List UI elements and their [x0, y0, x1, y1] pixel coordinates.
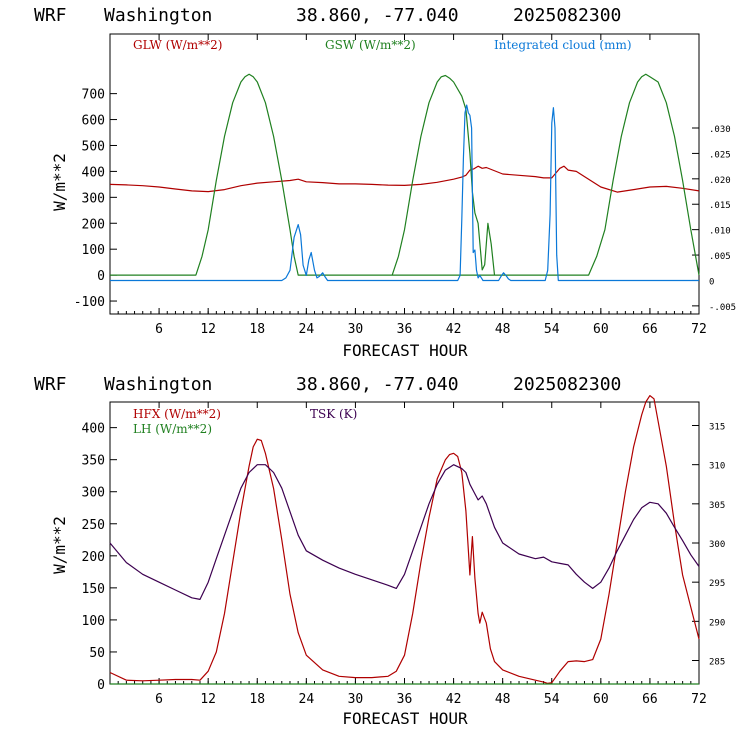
panel2-y2tick-label: 300	[709, 540, 725, 550]
panel1-location: Washington	[104, 5, 212, 26]
panel1-series-gsw-line	[110, 73, 700, 276]
panel2-coords: 38.860, -77.040	[296, 374, 459, 395]
panel2-ytick-label: 250	[82, 518, 105, 533]
panel2-legend-tsk: TSK (K)	[310, 407, 357, 421]
panel2-xtick-label: 72	[691, 692, 707, 707]
panel1-ytick-label: 700	[82, 88, 105, 103]
panel2-series	[109, 395, 700, 685]
panel1-legend-gsw: GSW (W/m**2)	[325, 38, 416, 52]
panel1-xtick-label: 54	[544, 322, 560, 337]
panel1-xtick-label: 24	[299, 322, 315, 337]
panel2-xtick-label: 12	[200, 692, 216, 707]
panel1-series-gsw-line-day2	[391, 74, 496, 276]
panel1-legend-glw: GLW (W/m**2)	[133, 38, 222, 52]
panel1-init-time: 2025082300	[513, 5, 621, 26]
panel2-y2tick-label: 295	[709, 579, 725, 589]
panel2-xtick-label: 66	[642, 692, 658, 707]
panel2-xtick-label: 18	[249, 692, 265, 707]
panel1-ytick-label: -100	[74, 295, 105, 310]
panel2-ticks: 6 12 18 24 30 36 42 48 54 60 66 72 0 50 100 150 200 250 30…	[82, 402, 725, 707]
panel1-y2tick-label: .030	[709, 125, 731, 135]
panel1-ylabel: W/m**2	[50, 153, 69, 211]
panel1-y2tick-label: .010	[709, 227, 731, 237]
panel1-coords: 38.860, -77.040	[296, 5, 459, 26]
panel1-ytick-label: 500	[82, 139, 105, 154]
panel1-xlabel: FORECAST HOUR	[342, 341, 468, 360]
panel1-ytick-label: 300	[82, 191, 105, 206]
panel2-legend-lh: LH (W/m**2)	[133, 422, 212, 436]
panel2-ytick-label: 0	[97, 678, 105, 693]
panel2-ytick-label: 50	[89, 646, 105, 661]
panel2-legend-hfx: HFX (W/m**2)	[133, 407, 221, 421]
panel1-plot-frame	[109, 33, 700, 315]
panel2-xtick-label: 24	[299, 692, 315, 707]
panel2-model: WRF	[34, 374, 67, 395]
panel1-y2tick-label: .025	[709, 150, 731, 160]
panel1-xtick-label: 30	[348, 322, 364, 337]
panel2-location: Washington	[104, 374, 212, 395]
panel1-ticks: 6 12 18 24 30 36 42 48 54 60 66 72 -100 0 100 200 300 400…	[74, 34, 736, 337]
panel2-series-tsk-line	[109, 464, 700, 601]
panel1-xtick-label: 72	[691, 322, 707, 337]
panel1-xtick-label: 48	[495, 322, 511, 337]
panel2-init-time: 2025082300	[513, 374, 621, 395]
panel2-y2tick-label: 285	[709, 658, 725, 668]
panel1-y2tick-label: 0	[709, 277, 714, 287]
panel2-series-hfx-line	[109, 395, 700, 685]
panel2-ytick-label: 400	[82, 422, 105, 437]
panel1-ytick-label: 400	[82, 165, 105, 180]
panel1-xtick-label: 66	[642, 322, 658, 337]
panel-surface-flux: WRF Washington 38.860, -77.040 202508230…	[34, 374, 725, 728]
panel2-y2tick-label: 315	[709, 423, 725, 433]
panel1-legend-cloud: Integrated cloud (mm)	[494, 38, 632, 52]
panel2-xlabel: FORECAST HOUR	[342, 709, 468, 728]
panel1-ytick-label: 0	[97, 269, 105, 284]
panel2-ytick-label: 100	[82, 614, 105, 629]
panel2-ytick-label: 150	[82, 582, 105, 597]
panel2-xtick-label: 30	[348, 692, 364, 707]
panel1-ytick-label: 100	[82, 243, 105, 258]
panel2-xtick-label: 6	[155, 692, 163, 707]
panel2-y2tick-label: 305	[709, 501, 725, 511]
panel2-y2tick-label: 290	[709, 618, 725, 628]
panel2-xtick-label: 48	[495, 692, 511, 707]
panel1-ytick-label: 600	[82, 114, 105, 129]
panel1-y2tick-label: .015	[709, 201, 731, 211]
panel2-xtick-label: 54	[544, 692, 560, 707]
panel2-xtick-label: 36	[397, 692, 413, 707]
panel1-series-glw-line	[109, 165, 700, 193]
panel-radiation: WRF Washington 38.860, -77.040 202508230…	[34, 5, 736, 360]
panel1-xtick-label: 42	[446, 322, 462, 337]
panel1-xtick-label: 12	[200, 322, 216, 337]
panel2-ylabel: W/m**2	[50, 516, 69, 574]
panel1-series	[109, 73, 700, 282]
panel2-ytick-label: 350	[82, 454, 105, 469]
panel1-series-cloud-line	[110, 104, 699, 282]
panel1-xtick-label: 18	[249, 322, 265, 337]
panel2-xtick-label: 60	[593, 692, 609, 707]
panel2-ytick-label: 300	[82, 486, 105, 501]
panel1-model: WRF	[34, 5, 67, 26]
panel1-y2tick-label: -.005	[709, 303, 736, 313]
panel2-ytick-label: 200	[82, 550, 105, 565]
panel1-xtick-label: 60	[593, 322, 609, 337]
panel2-xtick-label: 42	[446, 692, 462, 707]
panel2-plot-frame	[109, 401, 700, 685]
panel2-y2tick-label: 310	[709, 462, 725, 472]
panel1-y2tick-label: .005	[709, 252, 731, 262]
panel1-xtick-label: 36	[397, 322, 413, 337]
panel1-y2tick-label: .020	[709, 176, 731, 186]
panel1-ytick-label: 200	[82, 217, 105, 232]
panel1-xtick-label: 6	[155, 322, 163, 337]
